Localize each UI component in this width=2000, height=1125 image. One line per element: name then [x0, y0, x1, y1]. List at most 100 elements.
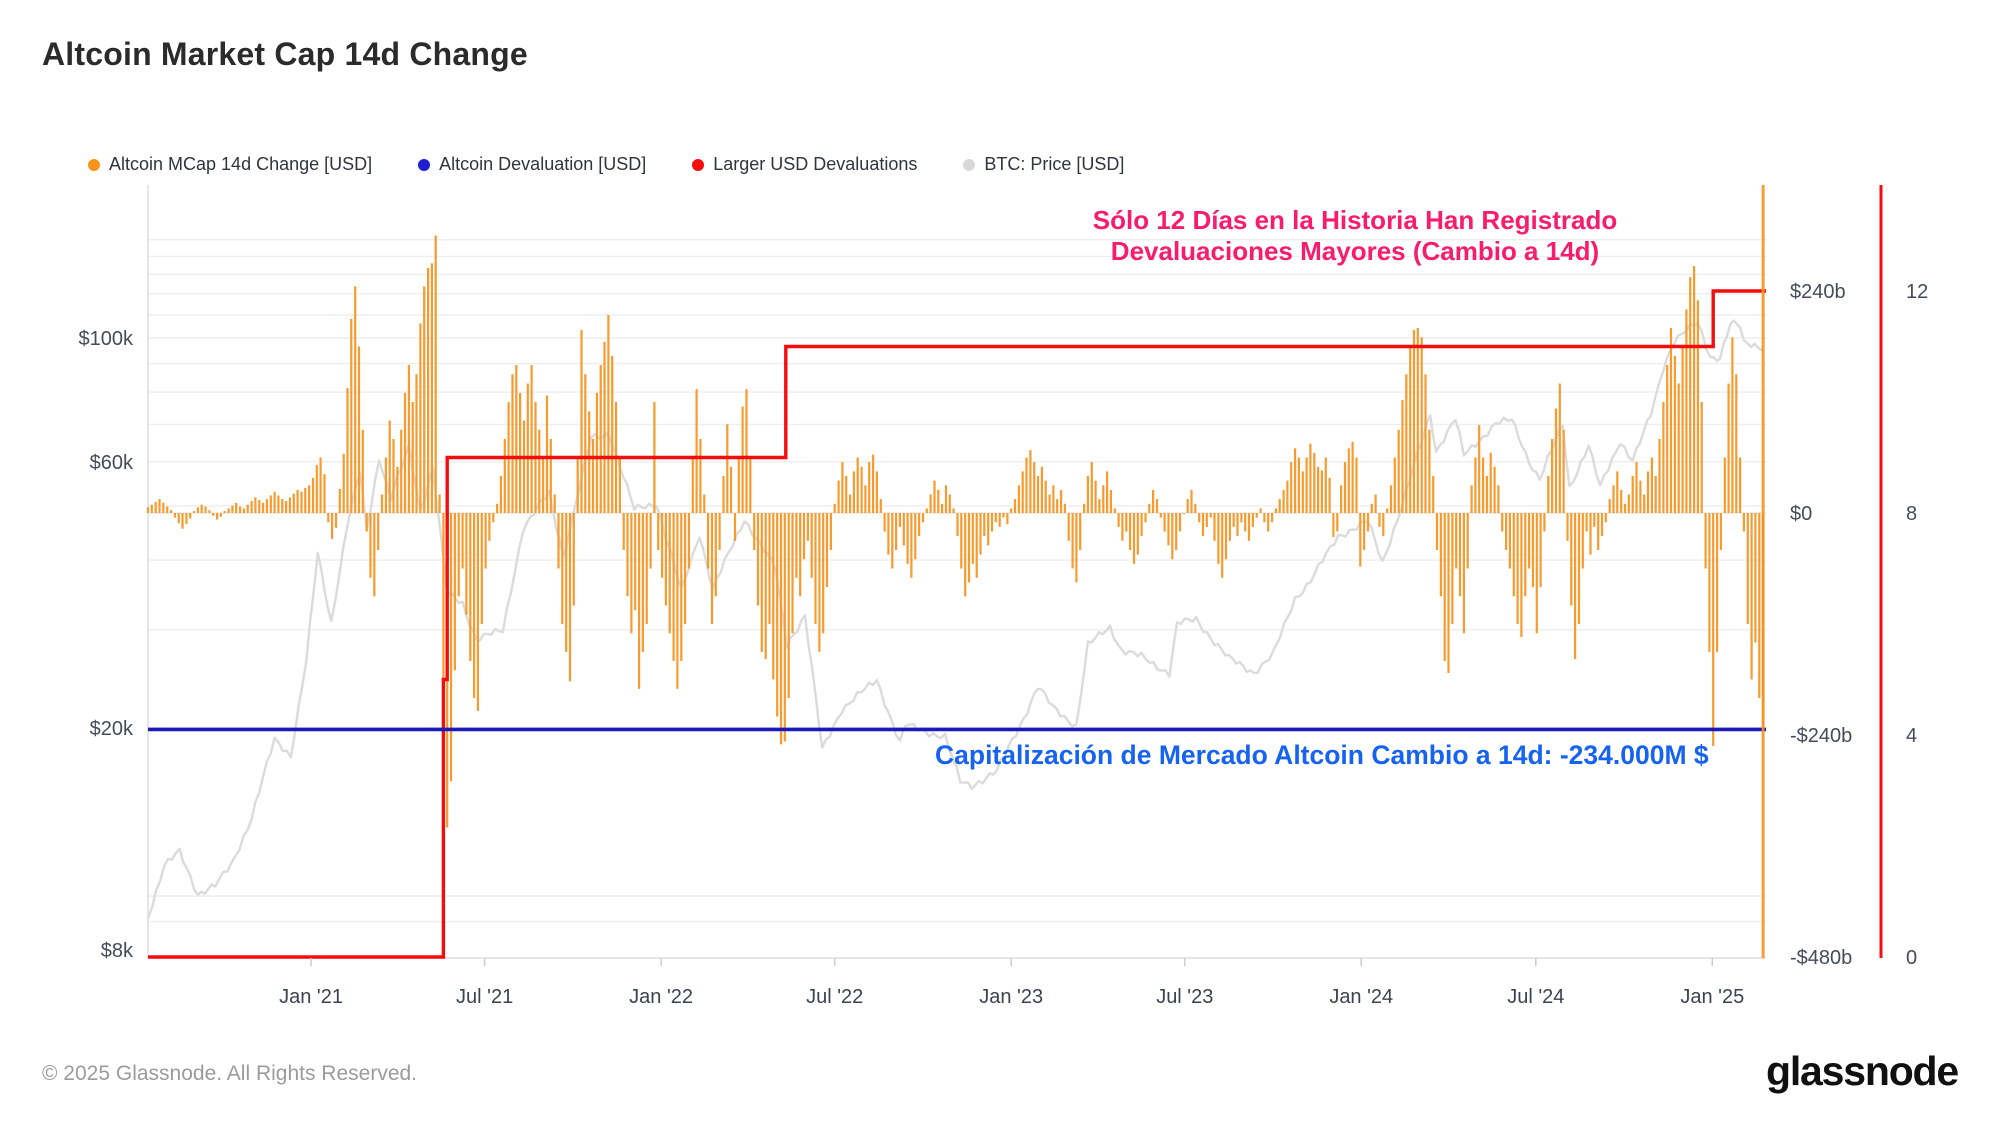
bar	[1393, 457, 1396, 513]
bar	[1577, 513, 1581, 624]
bar	[392, 439, 395, 513]
bar	[699, 439, 702, 513]
bar	[538, 429, 541, 514]
bar	[829, 513, 832, 550]
bar	[246, 504, 249, 513]
bar	[1090, 462, 1093, 513]
bar	[1616, 471, 1619, 513]
bar	[1228, 513, 1231, 541]
bar	[1466, 513, 1469, 569]
bar	[1029, 450, 1032, 513]
bar	[1301, 471, 1304, 513]
bar	[1366, 513, 1370, 532]
bar	[1581, 513, 1584, 569]
legend-item-3[interactable]: BTC: Price [USD]	[963, 154, 1124, 175]
bar	[822, 513, 825, 634]
bar	[1255, 513, 1258, 518]
bar	[837, 480, 840, 513]
bar	[1136, 513, 1139, 555]
bar	[626, 513, 629, 597]
bar	[1382, 513, 1385, 537]
bar	[200, 504, 203, 513]
bar	[185, 513, 188, 525]
bar	[1386, 508, 1389, 513]
bar	[296, 489, 299, 513]
legend-item-0[interactable]: Altcoin MCap 14d Change [USD]	[88, 154, 372, 175]
bar	[373, 513, 376, 597]
bar	[1021, 471, 1024, 513]
bar	[1148, 503, 1151, 514]
bar	[1528, 513, 1531, 569]
bar	[1117, 513, 1120, 527]
bar	[1750, 513, 1753, 680]
bar	[1631, 476, 1634, 513]
bar	[457, 513, 460, 597]
bar	[1186, 499, 1189, 513]
bar	[192, 511, 196, 513]
y-axis-label-left: $100k	[79, 328, 134, 350]
bar	[380, 494, 384, 513]
legend-swatch-icon	[963, 158, 976, 171]
bar	[987, 513, 990, 546]
bar	[825, 513, 829, 587]
bar	[419, 323, 422, 513]
bar	[357, 346, 361, 513]
bar	[611, 355, 614, 514]
bar	[492, 513, 495, 523]
bar	[1455, 513, 1458, 569]
bar	[657, 513, 660, 550]
page-title: Altcoin Market Cap 14d Change	[42, 36, 528, 72]
bar	[169, 510, 173, 513]
bar	[1497, 485, 1500, 514]
bar	[664, 513, 667, 606]
bar	[941, 503, 944, 514]
bar	[327, 513, 330, 523]
bar	[1071, 513, 1074, 569]
bar	[1508, 513, 1511, 569]
bar	[641, 513, 644, 652]
bar	[281, 499, 284, 513]
bar	[676, 513, 679, 689]
bar	[545, 395, 549, 513]
bar	[1106, 471, 1109, 513]
bar	[1152, 489, 1155, 513]
bar	[584, 374, 587, 514]
bar	[1201, 513, 1205, 537]
bar	[1244, 513, 1247, 532]
bar	[1428, 429, 1431, 514]
bar	[1144, 513, 1147, 523]
bar	[1574, 513, 1577, 660]
bar	[898, 513, 901, 527]
bar	[450, 513, 453, 782]
bar	[346, 388, 349, 513]
bar	[208, 510, 211, 513]
y-axis-label-count: 4	[1906, 725, 1917, 747]
bar	[1159, 513, 1162, 518]
bar	[1374, 494, 1377, 513]
x-axis-label: Jul '21	[456, 986, 513, 1008]
bar	[542, 457, 545, 513]
bar	[285, 501, 288, 513]
bar	[1662, 402, 1665, 513]
bar	[1175, 513, 1178, 550]
bar	[1520, 513, 1523, 637]
bar	[354, 286, 357, 513]
y-axis-label-right: -$240b	[1790, 725, 1852, 747]
bar	[868, 462, 871, 513]
bar	[1240, 513, 1243, 523]
legend-item-2[interactable]: Larger USD Devaluations	[692, 154, 917, 175]
bar	[1025, 457, 1028, 513]
bar	[1566, 513, 1569, 541]
bar	[223, 511, 226, 513]
bar	[162, 502, 165, 513]
bar	[453, 513, 456, 671]
bar	[1708, 513, 1711, 652]
bar	[1378, 513, 1381, 527]
bar	[1646, 471, 1650, 513]
bar	[956, 513, 959, 537]
bar	[1643, 494, 1646, 513]
bar	[737, 457, 740, 513]
bar	[231, 505, 234, 513]
legend-item-1[interactable]: Altcoin Devaluation [USD]	[418, 154, 646, 175]
